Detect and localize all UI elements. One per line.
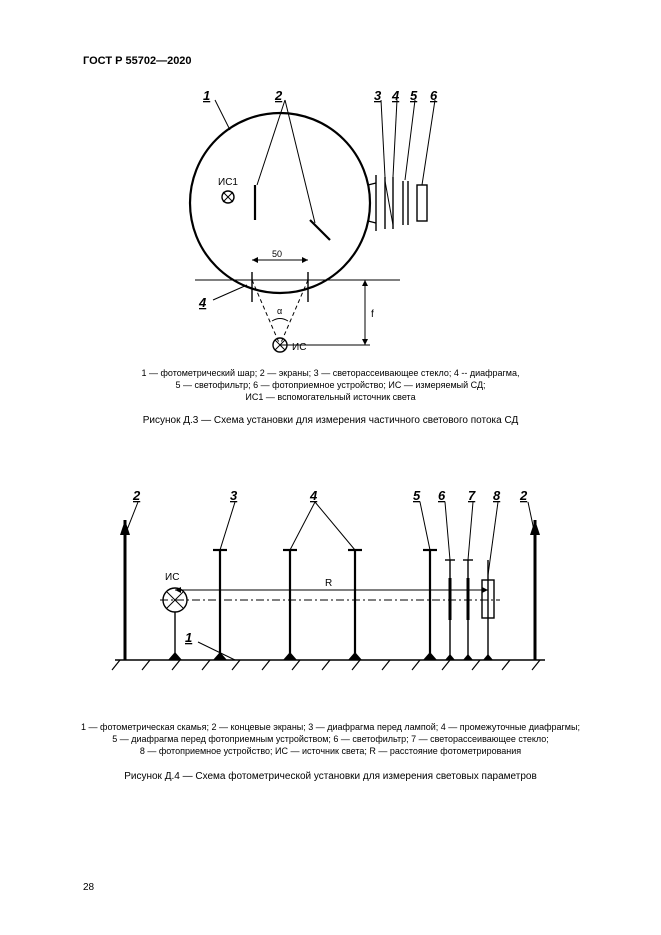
callout-2: 2 <box>274 88 283 103</box>
callout-3: 3 <box>374 88 382 103</box>
dist-f: f <box>371 309 374 320</box>
callout-6: 6 <box>430 88 438 103</box>
fig1-legend-2: 5 — светофильтр; 6 — фотоприемное устрой… <box>0 380 661 392</box>
f2-c5: 5 <box>413 488 421 503</box>
fig2-legend-2: 5 — диафрагма перед фотоприемным устройс… <box>0 734 661 746</box>
fig2-legend-1: 1 — фотометрическая скамья; 2 — концевые… <box>0 722 661 734</box>
src2-label: ИС <box>292 342 306 353</box>
f2-c8: 8 <box>493 488 501 503</box>
f2-c6: 6 <box>438 488 446 503</box>
dist-r: R <box>325 578 332 589</box>
figure-d3: ИС1 50 α ИС f 4 1 <box>155 85 485 360</box>
f2-c4: 4 <box>309 488 318 503</box>
figure-d4: ИС R 1 2 3 4 5 6 7 8 2 <box>100 480 560 695</box>
callout-4b: 4 <box>198 295 207 310</box>
src1-label: ИС1 <box>218 177 238 188</box>
f2-c2a: 2 <box>132 488 141 503</box>
fig1-caption: Рисунок Д.3 — Схема установки для измере… <box>0 414 661 427</box>
src-label-f2: ИС <box>165 572 179 583</box>
angle-label: α <box>277 306 282 316</box>
dim-50: 50 <box>272 249 282 259</box>
page-number: 28 <box>83 882 94 893</box>
fig2-legend-3: 8 — фотоприемное устройство; ИС — источн… <box>0 746 661 758</box>
callout-4: 4 <box>391 88 400 103</box>
doc-header: ГОСТ Р 55702—2020 <box>83 55 192 67</box>
fig1-legend-1: 1 — фотометрический шар; 2 — экраны; 3 —… <box>0 368 661 380</box>
callout-1: 1 <box>203 88 210 103</box>
callout-5: 5 <box>410 88 418 103</box>
fig1-legend-3: ИС1 — вспомогательный источник света <box>0 392 661 404</box>
fig2-caption: Рисунок Д.4 — Схема фотометрической уста… <box>0 770 661 783</box>
f2-c2b: 2 <box>519 488 528 503</box>
f2-callout-1: 1 <box>185 630 192 645</box>
f2-c7: 7 <box>468 488 476 503</box>
f2-c3: 3 <box>230 488 238 503</box>
